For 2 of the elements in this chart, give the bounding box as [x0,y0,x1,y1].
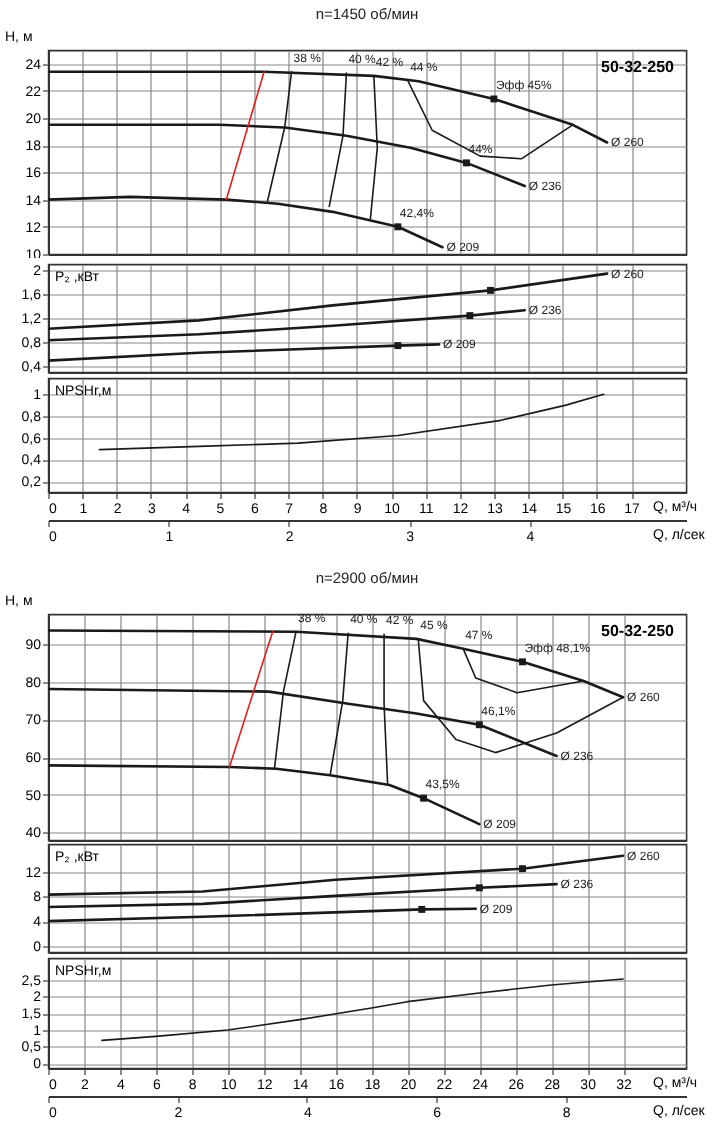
annotation: 50-32-250 [601,622,676,640]
annotation: 50-32-250 [601,58,676,76]
